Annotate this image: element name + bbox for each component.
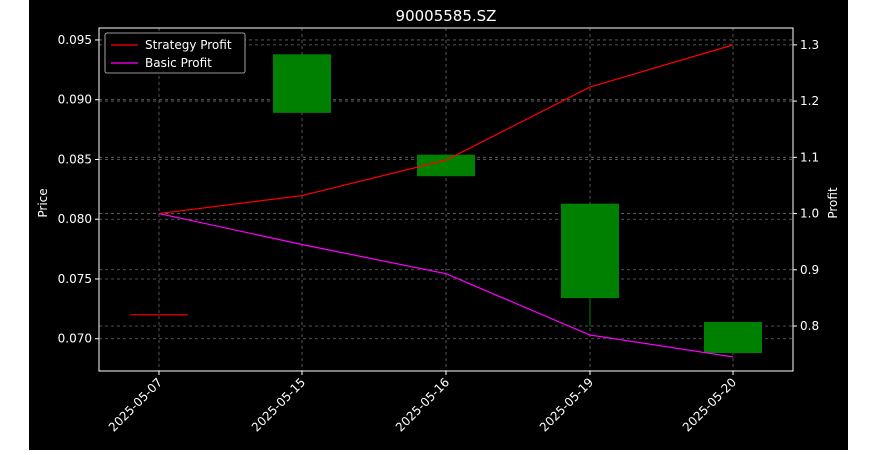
x-tick-label-1: 2025-05-15 bbox=[249, 375, 308, 434]
y-axis-label-right: Profit bbox=[826, 187, 840, 219]
y-tick-label-left-5: 0.095 bbox=[58, 33, 92, 47]
axes-layer: 0.070 0.075 0.080 0.085 0.090 0.095 0.8 0.9 1.0 1… bbox=[58, 33, 819, 434]
profit-lines-layer bbox=[158, 44, 734, 358]
candles-layer bbox=[130, 54, 762, 354]
plot-frame bbox=[98, 27, 794, 372]
candle-body-2 bbox=[417, 154, 475, 177]
y-tick-label-left-0: 0.070 bbox=[58, 332, 92, 346]
legend-box bbox=[104, 32, 246, 74]
series-line-0 bbox=[158, 44, 734, 215]
y-tick-label-right-0: 0.8 bbox=[800, 319, 819, 333]
x-tick-label-2: 2025-05-16 bbox=[393, 375, 452, 434]
candle-body-3 bbox=[561, 203, 619, 299]
y-tick-label-left-4: 0.090 bbox=[58, 93, 92, 107]
x-tick-label-0: 2025-05-07 bbox=[106, 375, 165, 434]
y-tick-label-right-3: 1.1 bbox=[800, 150, 819, 164]
y-tick-label-left-2: 0.080 bbox=[58, 212, 92, 226]
y-tick-label-right-5: 1.3 bbox=[800, 38, 819, 52]
legend-label-0: Strategy Profit bbox=[145, 38, 232, 52]
y-tick-label-right-2: 1.0 bbox=[800, 207, 819, 221]
chart-svg: 0.070 0.075 0.080 0.085 0.090 0.095 0.8 0.9 1.0 1… bbox=[36, 7, 840, 434]
y-tick-label-right-1: 0.9 bbox=[800, 263, 819, 277]
y-tick-label-left-3: 0.085 bbox=[58, 152, 92, 166]
y-tick-label-left-1: 0.075 bbox=[58, 272, 92, 286]
grid-lines bbox=[99, 28, 793, 371]
chart-canvas: 0.070 0.075 0.080 0.085 0.090 0.095 0.8 0.9 1.0 1… bbox=[29, 0, 848, 450]
chart-title: 90005585.SZ bbox=[396, 7, 497, 25]
candle-body-4 bbox=[704, 322, 762, 354]
x-tick-label-3: 2025-05-19 bbox=[537, 375, 596, 434]
y-axis-label-left: Price bbox=[36, 188, 50, 217]
legend-label-1: Basic Profit bbox=[145, 56, 212, 70]
series-line-1 bbox=[158, 212, 734, 358]
candle-body-1 bbox=[273, 54, 331, 113]
legend: Strategy Profit Basic Profit bbox=[104, 32, 246, 74]
y-tick-label-right-4: 1.2 bbox=[800, 94, 819, 108]
x-tick-label-4: 2025-05-20 bbox=[680, 375, 739, 434]
